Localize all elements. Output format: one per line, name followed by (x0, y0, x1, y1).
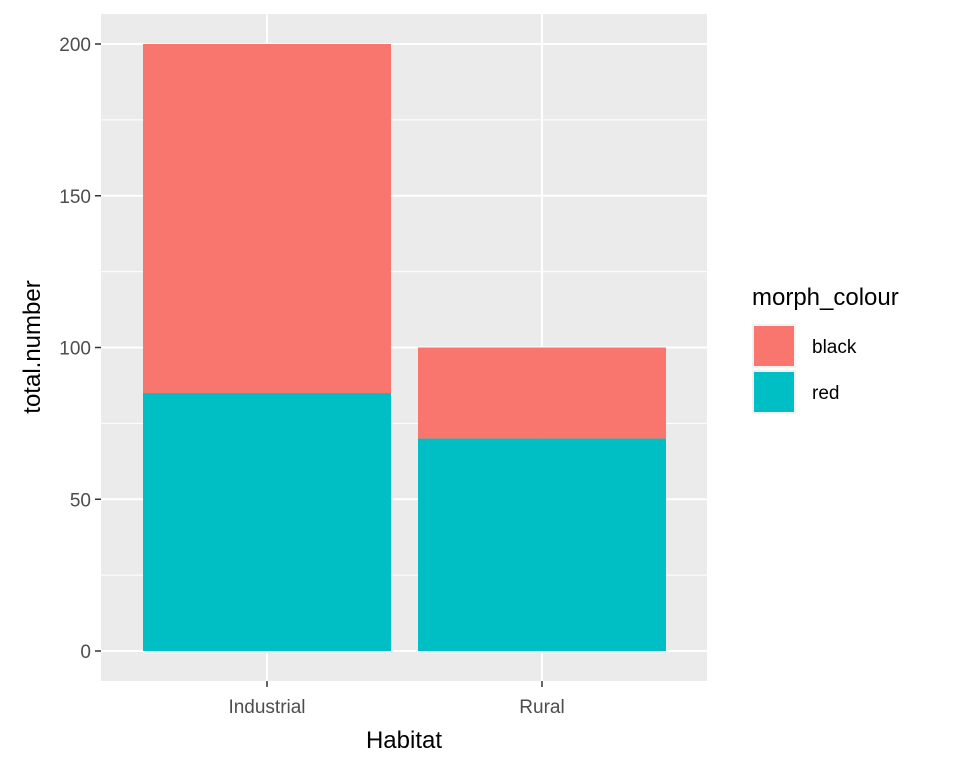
y-tick-label: 150 (59, 187, 91, 208)
legend-title: morph_colour (752, 284, 899, 311)
legend-label-red: red (812, 383, 839, 404)
bar-rural-red (418, 438, 666, 651)
x-tick-label: Industrial (228, 697, 305, 718)
legend-label-black: black (812, 337, 857, 358)
y-tick-label: 50 (70, 490, 91, 511)
x-axis-title: Habitat (366, 727, 442, 754)
legend: morph_colour black red (752, 284, 899, 414)
legend-key-red (754, 372, 794, 412)
bar-rural-black (418, 347, 666, 439)
y-axis-title: total.number (19, 280, 46, 413)
y-tick-label: 0 (80, 642, 91, 663)
bar-industrial-red (143, 393, 391, 651)
bar-industrial-black (143, 44, 391, 394)
y-tick-label: 100 (59, 339, 91, 360)
bars (143, 44, 666, 651)
x-tick-label: Rural (519, 697, 564, 718)
y-axis: 0 50 100 150 200 (59, 35, 101, 663)
x-axis: Industrial Rural (228, 681, 565, 718)
y-tick-label: 200 (59, 35, 91, 56)
legend-key-black (754, 326, 794, 366)
